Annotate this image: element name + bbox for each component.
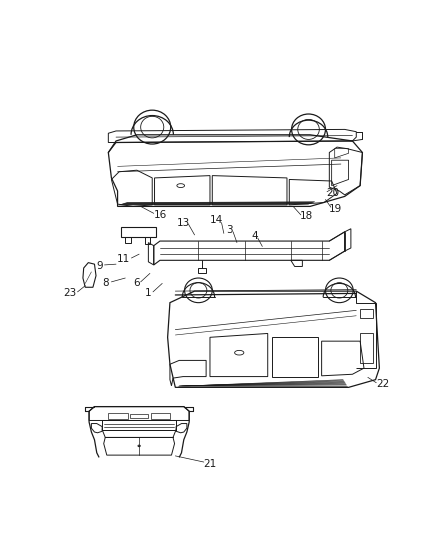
Text: 22: 22 — [376, 379, 389, 389]
Text: 14: 14 — [209, 215, 222, 225]
Text: 16: 16 — [154, 210, 167, 220]
Text: 13: 13 — [176, 217, 189, 228]
Text: 18: 18 — [299, 212, 312, 221]
Text: 21: 21 — [203, 458, 216, 469]
Text: 4: 4 — [251, 231, 258, 241]
Text: 19: 19 — [328, 204, 341, 214]
Text: 1: 1 — [145, 288, 152, 298]
Text: 20: 20 — [326, 188, 339, 198]
Text: 8: 8 — [102, 278, 109, 288]
Text: 6: 6 — [133, 278, 140, 288]
Text: 23: 23 — [63, 288, 76, 298]
Text: 9: 9 — [96, 261, 103, 271]
Text: 11: 11 — [117, 254, 130, 264]
Text: 3: 3 — [226, 225, 232, 235]
